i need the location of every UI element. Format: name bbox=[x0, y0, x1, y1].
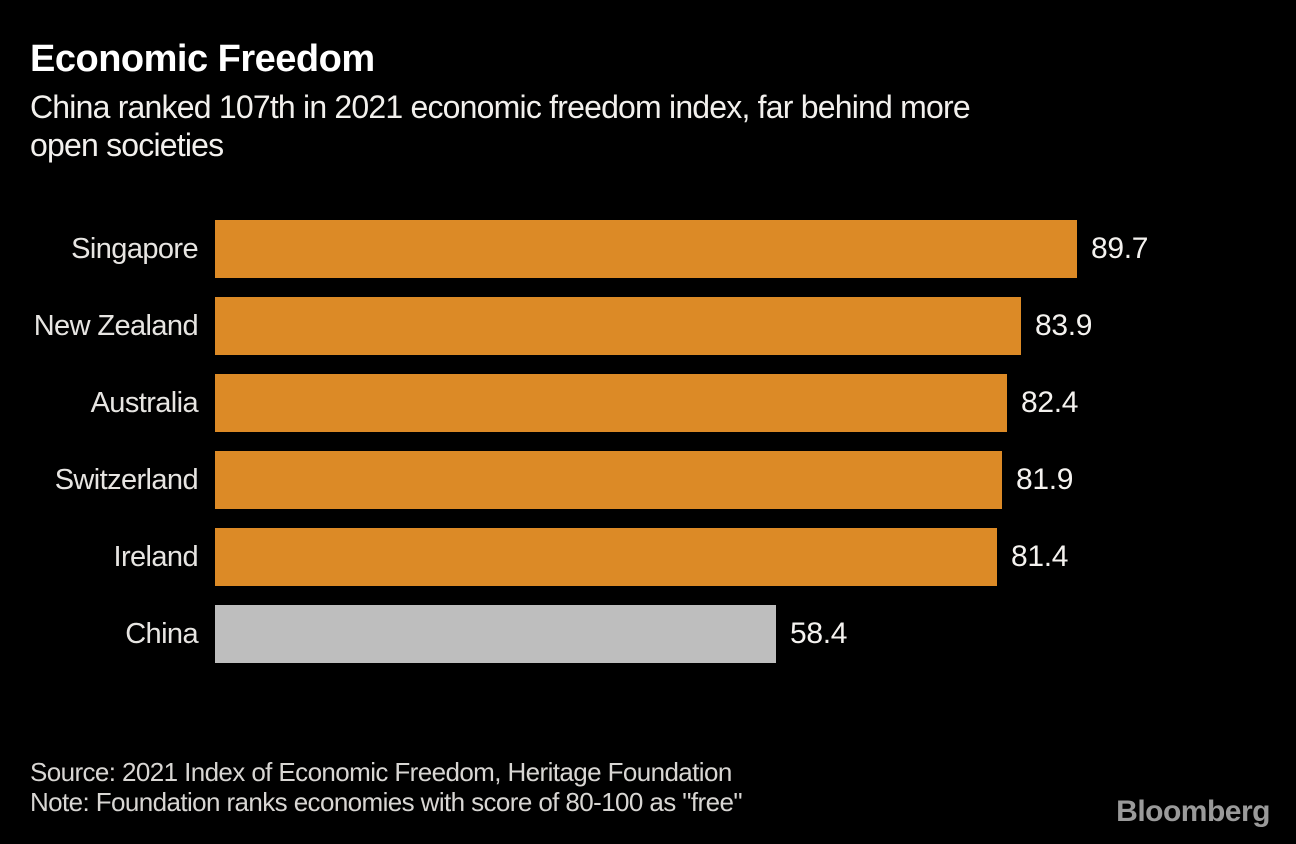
bar-track: 89.7 bbox=[215, 220, 1296, 278]
bloomberg-logo: Bloomberg bbox=[1116, 795, 1270, 828]
bar bbox=[215, 605, 776, 663]
chart-title: Economic Freedom bbox=[30, 38, 375, 80]
chart-subtitle-line-1: China ranked 107th in 2021 economic free… bbox=[30, 89, 971, 125]
bar-category-label: Ireland bbox=[113, 540, 199, 573]
bar-row: Ireland 81.4 bbox=[0, 528, 1296, 586]
note-text: Note: Foundation ranks economies with sc… bbox=[30, 787, 743, 817]
bar bbox=[215, 451, 1002, 509]
bar-track: 83.9 bbox=[215, 297, 1296, 355]
bar-row: Australia 82.4 bbox=[0, 374, 1296, 432]
bar-track: 81.4 bbox=[215, 528, 1296, 586]
chart-footer: Source: 2021 Index of Economic Freedom, … bbox=[30, 757, 743, 817]
chart-subtitle-line-2: open societies bbox=[30, 127, 224, 163]
bar-track: 81.9 bbox=[215, 451, 1296, 509]
bar-row: Singapore 89.7 bbox=[0, 220, 1296, 278]
bar bbox=[215, 374, 1007, 432]
bar bbox=[215, 220, 1077, 278]
bar-category-label: Singapore bbox=[71, 232, 198, 265]
source-text: Source: 2021 Index of Economic Freedom, … bbox=[30, 757, 732, 787]
bar-chart: Singapore 89.7 New Zealand 83.9 Australi… bbox=[0, 220, 1296, 682]
bar-value-label: 83.9 bbox=[1035, 309, 1093, 342]
bar-row: Switzerland 81.9 bbox=[0, 451, 1296, 509]
bar-row: New Zealand 83.9 bbox=[0, 297, 1296, 355]
bar-track: 82.4 bbox=[215, 374, 1296, 432]
bar-category-label: New Zealand bbox=[33, 309, 199, 342]
bar bbox=[215, 297, 1021, 355]
bar-value-label: 81.9 bbox=[1016, 463, 1074, 496]
bar-value-label: 82.4 bbox=[1021, 386, 1079, 419]
bar-value-label: 81.4 bbox=[1011, 540, 1069, 573]
bar-value-label: 89.7 bbox=[1091, 232, 1149, 265]
bar-value-label: 58.4 bbox=[790, 617, 848, 650]
bar-category-label: China bbox=[125, 617, 198, 650]
bar-row: China 58.4 bbox=[0, 605, 1296, 663]
bar-track: 58.4 bbox=[215, 605, 1296, 663]
chart-subtitle: China ranked 107th in 2021 economic free… bbox=[30, 88, 971, 164]
bar-category-label: Australia bbox=[90, 386, 199, 419]
bar bbox=[215, 528, 997, 586]
bar-category-label: Switzerland bbox=[54, 463, 199, 496]
